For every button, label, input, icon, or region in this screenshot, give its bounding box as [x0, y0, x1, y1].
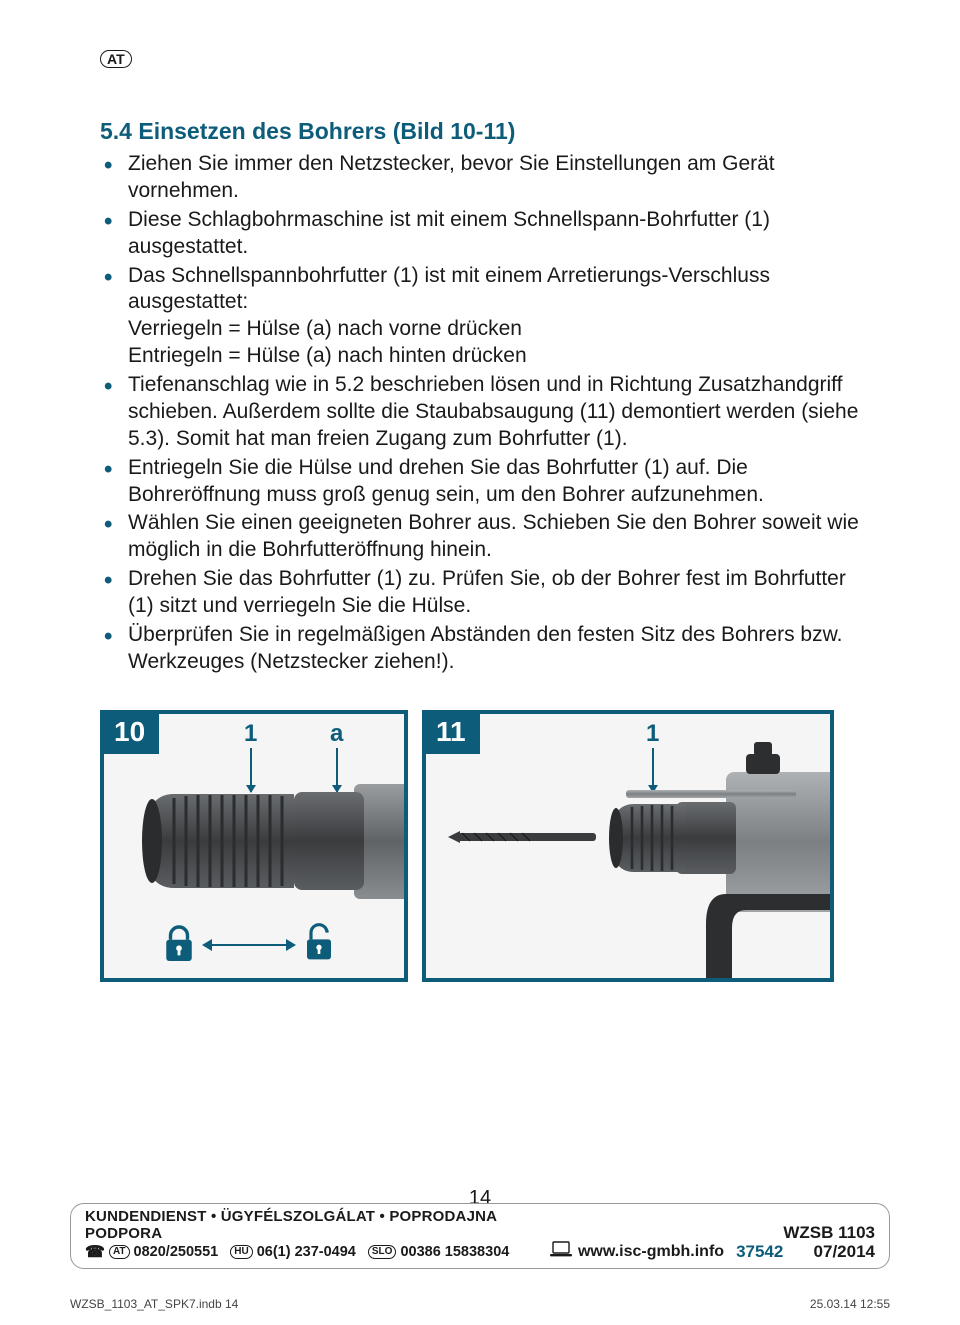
- list-item: Entriegeln Sie die Hülse und drehen Sie …: [100, 455, 860, 509]
- bullet-text: Überprüfen Sie in regelmäßigen Abständen…: [128, 623, 842, 673]
- figure-11: 11 1: [422, 710, 834, 982]
- bullet-subtext: Entriegeln = Hülse (a) nach hinten drück…: [128, 343, 860, 370]
- footer-phones: ☎ AT 0820/250551 HU 06(1) 237-0494 SLO 0…: [85, 1242, 550, 1262]
- list-item: Überprüfen Sie in regelmäßigen Abständen…: [100, 622, 860, 676]
- drill-with-bit-illustration: [426, 714, 830, 978]
- model-number: WZSB 1103: [783, 1223, 875, 1243]
- phone-at: 0820/250551: [134, 1244, 219, 1260]
- list-item: Tiefenanschlag wie in 5.2 beschrieben lö…: [100, 372, 860, 453]
- footer-title: KUNDENDIENST • ÜGYFÉLSZOLGÁLAT • POPRODA…: [85, 1208, 550, 1242]
- list-item: Wählen Sie einen geeigneten Bohrer aus. …: [100, 510, 860, 564]
- drill-chuck-illustration: [104, 714, 404, 978]
- doc-date: 07/2014: [783, 1242, 875, 1262]
- meta-file: WZSB_1103_AT_SPK7.indb 14: [70, 1297, 238, 1311]
- country-pill-at: AT: [109, 1245, 130, 1259]
- footer-model-date: WZSB 1103 07/2014: [783, 1223, 875, 1262]
- country-pill-slo: SLO: [368, 1245, 397, 1259]
- double-arrow-icon: [204, 944, 294, 946]
- list-item: Ziehen Sie immer den Netzstecker, bevor …: [100, 151, 860, 205]
- phone-icon: ☎: [85, 1242, 105, 1262]
- lock-open-icon: [302, 922, 336, 962]
- figure-10: 10 1 a: [100, 710, 408, 982]
- list-item: Das Schnellspannbohrfutter (1) ist mit e…: [100, 263, 860, 371]
- country-badge: AT: [100, 50, 132, 68]
- laptop-icon: [550, 1241, 572, 1262]
- bullet-text: Das Schnellspannbohrfutter (1) ist mit e…: [128, 264, 770, 314]
- figures-row: 10 1 a: [100, 710, 860, 982]
- bullet-text: Entriegeln Sie die Hülse und drehen Sie …: [128, 456, 764, 506]
- country-pill-hu: HU: [230, 1245, 252, 1259]
- meta-timestamp: 25.03.14 12:55: [810, 1297, 890, 1311]
- lock-closed-icon: [162, 924, 196, 964]
- web-url: www.isc-gmbh.info: [578, 1243, 724, 1261]
- bullet-text: Tiefenanschlag wie in 5.2 beschrieben lö…: [128, 373, 858, 450]
- bullet-text: Diese Schlagbohrmaschine ist mit einem S…: [128, 208, 770, 258]
- footer-web: www.isc-gmbh.info 37542: [550, 1241, 783, 1262]
- bullet-text: Wählen Sie einen geeigneten Bohrer aus. …: [128, 511, 859, 561]
- bullet-text: Ziehen Sie immer den Netzstecker, bevor …: [128, 152, 775, 202]
- footer-box: KUNDENDIENST • ÜGYFÉLSZOLGÁLAT • POPRODA…: [70, 1203, 890, 1269]
- bullet-text: Drehen Sie das Bohrfutter (1) zu. Prüfen…: [128, 567, 846, 617]
- list-item: Drehen Sie das Bohrfutter (1) zu. Prüfen…: [100, 566, 860, 620]
- bullet-subtext: Verriegeln = Hülse (a) nach vorne drücke…: [128, 316, 860, 343]
- article-number: 37542: [736, 1242, 783, 1262]
- phone-hu: 06(1) 237-0494: [257, 1244, 356, 1260]
- phone-slo: 00386 15838304: [400, 1244, 509, 1260]
- list-item: Diese Schlagbohrmaschine ist mit einem S…: [100, 207, 860, 261]
- section-title: 5.4 Einsetzen des Bohrers (Bild 10-11): [100, 118, 860, 145]
- bullet-list: Ziehen Sie immer den Netzstecker, bevor …: [100, 151, 860, 676]
- print-meta: WZSB_1103_AT_SPK7.indb 14 25.03.14 12:55: [70, 1297, 890, 1311]
